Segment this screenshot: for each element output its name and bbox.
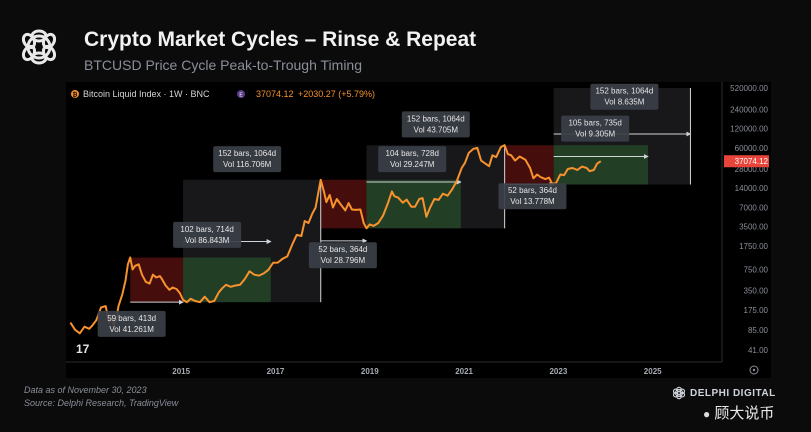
- cycle-label-3-bg: [590, 83, 659, 110]
- y-tick-label: 3500.00: [739, 223, 768, 232]
- y-tick-label: 85.00: [748, 326, 769, 335]
- btc-icon: [71, 90, 79, 98]
- cycle-label-2-bg: [401, 111, 470, 138]
- y-tick-label: 175.00: [744, 306, 769, 315]
- measure-label-6-bg: [561, 115, 630, 142]
- cycle-label-3: 152 bars, 1064d Vol 8.635M: [590, 83, 659, 110]
- x-tick-label: 2017: [267, 367, 285, 376]
- watermark-label: 顾大说币: [714, 405, 775, 422]
- cycle-label-3-line-2: Vol 8.635M: [604, 98, 644, 107]
- bear-zone-2: [320, 179, 367, 229]
- measure-label-5-bg: [498, 183, 567, 210]
- page-title: Crypto Market Cycles – Rinse & Repeat: [84, 28, 477, 51]
- measure-label-1-bg: [97, 310, 166, 337]
- cycle-label-2-line-2: Vol 43.705M: [414, 125, 459, 134]
- delphi-brand-icon: [672, 386, 686, 400]
- y-tick-label: 350.00: [744, 287, 769, 296]
- measure-label-2-bg: [173, 221, 242, 248]
- measure-label-4-line-2: Vol 29.247M: [390, 160, 435, 169]
- bull-zone-1: [183, 257, 271, 303]
- footnote-date: Data as of November 30, 2023: [24, 385, 147, 395]
- y-tick-label: 41.00: [748, 346, 769, 355]
- bull-zone-2: [366, 179, 461, 229]
- measure-label-1-line-1: 59 bars, 413d: [107, 314, 156, 323]
- price-series-line: [69, 144, 602, 335]
- measure-label-6-line-1: 105 bars, 735d: [568, 119, 621, 128]
- settings-icon-ring: [749, 365, 759, 375]
- brand-name: DELPHI DIGITAL: [690, 388, 776, 399]
- y-tick-label: 14000.00: [735, 184, 769, 193]
- weibo-icon: ●: [703, 407, 711, 421]
- page-subtitle: BTCUSD Price Cycle Peak-to-Trough Timing: [84, 57, 363, 73]
- y-tick-label: 120000.00: [730, 125, 768, 134]
- y-tick-label: 60000.00: [735, 144, 769, 153]
- y-tick-label: 520000.00: [730, 84, 768, 93]
- y-tick-label: 1750.00: [739, 242, 768, 251]
- measure-label-2-line-2: Vol 86.843M: [185, 236, 230, 245]
- indicator-icon-glyph: E: [239, 93, 243, 99]
- legend-symbol: Bitcoin Liquid Index · 1W · BNC: [83, 89, 210, 99]
- cycle-label-1-bg: [213, 146, 282, 173]
- legend-last-price: 37074.12: [256, 89, 294, 99]
- measure-label-5-line-2: Vol 13.778M: [510, 197, 555, 206]
- measure-label-1: 59 bars, 413d Vol 41.261M: [97, 310, 166, 337]
- measure-label-3: 52 bars, 364d Vol 28.796M: [308, 242, 377, 269]
- measure-label-4-bg: [378, 146, 447, 173]
- bull-zone-3: [553, 145, 648, 185]
- settings-icon[interactable]: [749, 365, 759, 375]
- x-tick-label: 2025: [644, 367, 662, 376]
- measure-label-3-line-2: Vol 28.796M: [321, 256, 366, 265]
- footnote-source: Source: Delphi Research, TradingView: [24, 398, 179, 408]
- measure-label-1-line-2: Vol 41.261M: [109, 325, 154, 334]
- btc-icon-glyph: ₿: [73, 92, 78, 99]
- last-price-badge: 37074.12: [724, 155, 769, 168]
- measure-label-4: 104 bars, 728d Vol 29.247M: [378, 146, 447, 173]
- cycle-label-1-line-1: 152 bars, 1064d: [218, 149, 276, 158]
- delphi-logo-icon: [21, 29, 57, 65]
- y-tick-label: 240000.00: [730, 105, 768, 114]
- measure-label-2: 102 bars, 714d Vol 86.843M: [173, 221, 242, 248]
- settings-icon-dot: [752, 368, 756, 372]
- cycle-label-2: 152 bars, 1064d Vol 43.705M: [401, 111, 470, 138]
- chart-legend: ₿ Bitcoin Liquid Index · 1W · BNC E 37074.1…: [71, 89, 375, 99]
- measure-label-5: 52 bars, 364d Vol 13.778M: [498, 183, 567, 210]
- tradingview-logo-icon: 17: [76, 342, 90, 356]
- chart-panel[interactable]: 152 bars, 1064d Vol 116.706M 152 bars, 106…: [66, 82, 771, 378]
- last-price-badge-bg: [724, 155, 769, 168]
- cycle-label-3-line-1: 152 bars, 1064d: [595, 87, 653, 96]
- measure-label-2-line-1: 102 bars, 714d: [180, 225, 233, 234]
- x-tick-label: 2021: [455, 367, 473, 376]
- x-tick-label: 2019: [361, 367, 379, 376]
- watermark-text: ● 顾大说币: [703, 402, 774, 423]
- y-tick-label: 7000.00: [739, 203, 768, 212]
- measure-label-3-line-1: 52 bars, 364d: [318, 245, 367, 254]
- indicator-icon: [237, 90, 245, 98]
- measure-label-5-line-1: 52 bars, 364d: [508, 186, 557, 195]
- measure-label-6: 105 bars, 735d Vol 9.305M: [561, 115, 630, 142]
- y-tick-label: 750.00: [744, 265, 769, 274]
- measure-label-3-bg: [308, 242, 377, 269]
- legend-change: +2030.27 (+5.79%): [298, 89, 375, 99]
- cycle-label-2-line-1: 152 bars, 1064d: [407, 114, 465, 123]
- x-tick-label: 2023: [549, 367, 567, 376]
- cycle-label-1-line-2: Vol 116.706M: [223, 160, 272, 169]
- measure-label-6-line-2: Vol 9.305M: [575, 130, 615, 139]
- x-tick-label: 2015: [172, 367, 190, 376]
- measure-label-4-line-1: 104 bars, 728d: [386, 149, 439, 158]
- cycle-label-1: 152 bars, 1064d Vol 116.706M: [213, 146, 282, 173]
- last-price-badge-text: 37074.12: [735, 157, 769, 166]
- y-tick-label: 28000.00: [735, 165, 769, 174]
